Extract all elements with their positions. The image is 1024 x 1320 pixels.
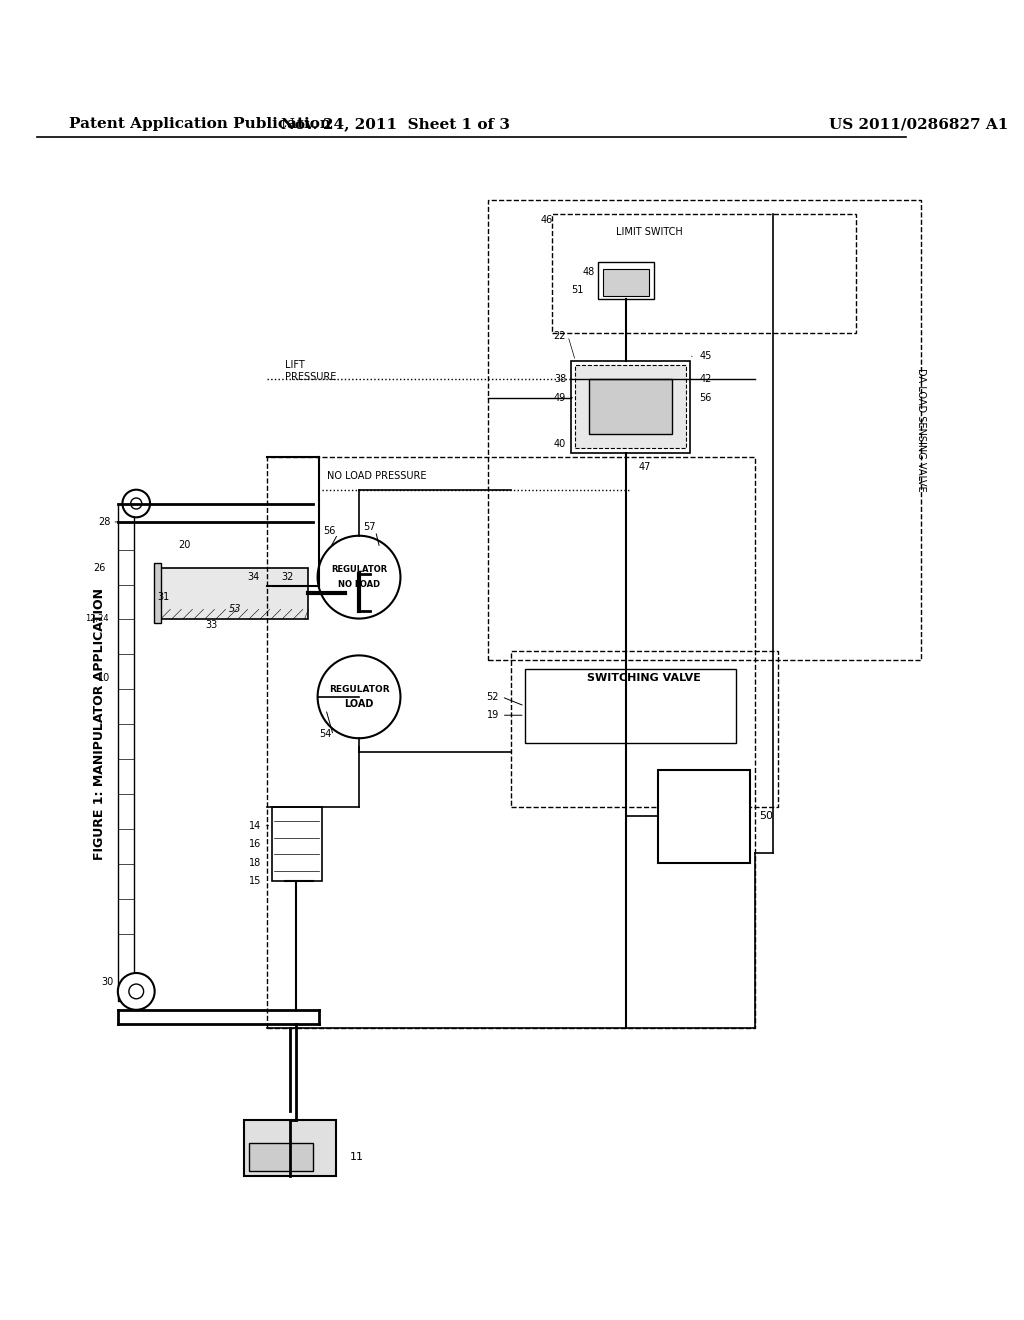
Text: 11: 11 bbox=[350, 1152, 364, 1162]
Bar bbox=[598, 263, 653, 300]
Bar bbox=[118, 503, 134, 1001]
Bar bbox=[658, 771, 751, 862]
Text: NO LOAD PRESSURE: NO LOAD PRESSURE bbox=[327, 471, 426, 480]
Text: 30: 30 bbox=[101, 977, 114, 987]
Bar bbox=[603, 269, 649, 297]
Text: 50: 50 bbox=[760, 812, 773, 821]
Bar bbox=[345, 583, 359, 602]
Bar bbox=[552, 214, 856, 333]
Text: 54: 54 bbox=[319, 729, 332, 739]
Text: NO LOAD: NO LOAD bbox=[338, 579, 380, 589]
Text: 46: 46 bbox=[540, 215, 552, 224]
Text: 52: 52 bbox=[486, 692, 499, 702]
Bar bbox=[161, 568, 308, 619]
Text: 57: 57 bbox=[364, 521, 376, 532]
Text: 14: 14 bbox=[249, 821, 261, 830]
Text: 49: 49 bbox=[554, 392, 566, 403]
Circle shape bbox=[118, 973, 155, 1010]
Text: 20: 20 bbox=[178, 540, 190, 550]
Text: LIFT: LIFT bbox=[286, 360, 305, 371]
Bar bbox=[267, 458, 755, 1028]
Bar bbox=[511, 651, 778, 808]
Bar bbox=[487, 199, 921, 660]
Text: 12,24: 12,24 bbox=[85, 614, 109, 623]
Text: DA LOAD SENSING VALVE: DA LOAD SENSING VALVE bbox=[915, 368, 926, 491]
Bar bbox=[575, 366, 686, 449]
Text: 19: 19 bbox=[486, 710, 499, 721]
Circle shape bbox=[317, 656, 400, 738]
Text: 32: 32 bbox=[281, 572, 294, 582]
Text: LOAD: LOAD bbox=[344, 700, 374, 709]
Text: 47: 47 bbox=[638, 462, 650, 471]
Text: 34: 34 bbox=[247, 572, 259, 582]
Bar bbox=[154, 564, 161, 623]
Text: 42: 42 bbox=[699, 375, 712, 384]
Text: 56: 56 bbox=[324, 527, 336, 536]
Text: LIMIT SWITCH: LIMIT SWITCH bbox=[615, 227, 682, 236]
Circle shape bbox=[131, 498, 141, 510]
Text: 15: 15 bbox=[249, 876, 261, 886]
Text: Patent Application Publication: Patent Application Publication bbox=[69, 117, 331, 131]
Text: 28: 28 bbox=[98, 517, 111, 527]
Bar bbox=[524, 669, 736, 743]
Text: PRESSURE: PRESSURE bbox=[286, 372, 337, 383]
Circle shape bbox=[129, 983, 143, 999]
Text: 38: 38 bbox=[554, 375, 566, 384]
Bar bbox=[589, 379, 672, 434]
Bar bbox=[271, 808, 323, 880]
Text: 22: 22 bbox=[554, 331, 566, 341]
Text: SWITCHING VALVE: SWITCHING VALVE bbox=[588, 673, 701, 684]
Text: 40: 40 bbox=[554, 438, 566, 449]
Text: 18: 18 bbox=[249, 858, 261, 867]
Text: 10: 10 bbox=[98, 673, 111, 684]
Text: Nov. 24, 2011  Sheet 1 of 3: Nov. 24, 2011 Sheet 1 of 3 bbox=[282, 117, 510, 131]
Text: 51: 51 bbox=[571, 285, 584, 294]
Text: 26: 26 bbox=[93, 562, 105, 573]
Text: REGULATOR: REGULATOR bbox=[329, 685, 389, 694]
Text: 33: 33 bbox=[206, 620, 218, 630]
Text: US 2011/0286827 A1: US 2011/0286827 A1 bbox=[828, 117, 1008, 131]
Bar bbox=[249, 1143, 313, 1171]
Text: 56: 56 bbox=[699, 392, 712, 403]
Bar bbox=[570, 360, 690, 453]
Text: 53: 53 bbox=[228, 605, 241, 614]
Circle shape bbox=[317, 536, 400, 619]
Text: REGULATOR: REGULATOR bbox=[331, 565, 387, 574]
Text: 45: 45 bbox=[699, 351, 712, 362]
Circle shape bbox=[123, 490, 151, 517]
Text: 48: 48 bbox=[583, 267, 595, 276]
Text: 16: 16 bbox=[249, 840, 261, 849]
Bar bbox=[244, 1121, 336, 1176]
Text: 31: 31 bbox=[158, 593, 170, 602]
Text: FIGURE 1: MANIPULATOR APPLICATION: FIGURE 1: MANIPULATOR APPLICATION bbox=[93, 589, 105, 861]
